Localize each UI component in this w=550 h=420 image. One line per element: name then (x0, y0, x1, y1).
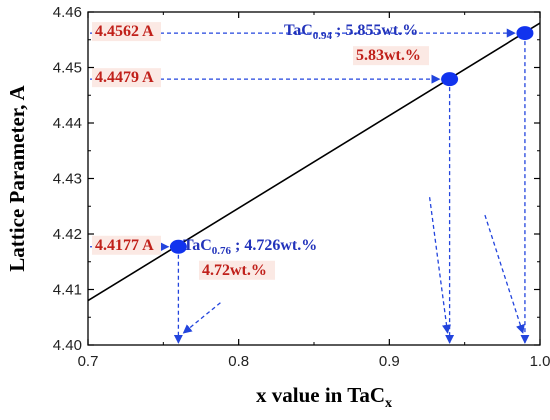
plot-frame (87, 11, 541, 346)
composition-subscript: 0.76 (212, 245, 232, 257)
pointer-arrow-3 (484, 214, 525, 334)
measured-label-bg-2 (353, 46, 429, 66)
composition-name: TaC (183, 237, 212, 254)
y-tick-label: 4.41 (53, 282, 82, 299)
x-axis-title-main: x value in TaC (256, 383, 385, 407)
pointer-arrow-1 (182, 302, 221, 334)
y-tick-label: 4.42 (53, 226, 82, 243)
x-tick-label: 1.0 (530, 353, 550, 370)
y-axis-title: Lattice Parameter, A (5, 84, 29, 271)
x-tick-label: 0.7 (78, 353, 99, 370)
x-axis-title-sub: x (385, 396, 392, 411)
data-point-2 (441, 72, 459, 87)
x-tick-label: 0.8 (228, 353, 249, 370)
composition-label-2: TaC0.94 ; 5.855wt.% (284, 22, 418, 42)
composition-name: TaC (284, 22, 313, 39)
data-point-3 (516, 26, 534, 41)
value-label-2: 4.4479 A (95, 69, 154, 86)
measured-label-bg-1 (199, 260, 275, 280)
y-tick-label: 4.43 (53, 171, 82, 188)
composition-wt-calc: ; 5.855wt.% (332, 22, 418, 39)
x-tick-label: 0.9 (379, 353, 400, 370)
pointer-arrow-2 (428, 197, 452, 334)
fit-line (87, 22, 541, 302)
y-tick-label: 4.44 (53, 115, 82, 132)
value-label-1: 4.4177 A (95, 237, 154, 254)
composition-wt-calc: ; 4.726wt.% (231, 237, 317, 254)
measured-label-2: 5.83wt.% (356, 47, 421, 64)
value-label-3: 4.4562 A (95, 23, 154, 40)
composition-label-1: TaC0.76 ; 4.726wt.% (183, 237, 317, 257)
y-tick-label: 4.40 (53, 337, 82, 354)
value-label-bg-3 (92, 22, 161, 42)
y-tick-label: 4.46 (53, 4, 82, 21)
data-point-1 (169, 239, 187, 254)
value-label-bg-2 (92, 68, 161, 88)
value-label-bg-1 (92, 235, 161, 255)
y-tick-label: 4.45 (53, 60, 82, 77)
x-axis-title: x value in TaCx (256, 383, 392, 411)
composition-subscript: 0.94 (313, 30, 333, 42)
measured-label-1: 4.72wt.% (202, 262, 267, 279)
